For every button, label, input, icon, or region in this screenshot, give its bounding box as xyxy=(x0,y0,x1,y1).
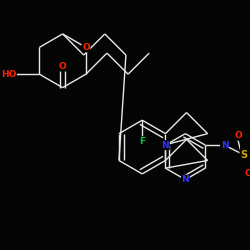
Text: O: O xyxy=(244,170,250,178)
Text: F: F xyxy=(139,137,145,146)
Text: N: N xyxy=(221,141,228,150)
Text: O: O xyxy=(82,43,90,52)
Text: N: N xyxy=(162,141,169,150)
Text: N: N xyxy=(182,175,189,184)
Text: S: S xyxy=(240,150,247,160)
Text: O: O xyxy=(235,131,243,140)
Text: O: O xyxy=(59,62,66,71)
Text: HO: HO xyxy=(1,70,16,79)
